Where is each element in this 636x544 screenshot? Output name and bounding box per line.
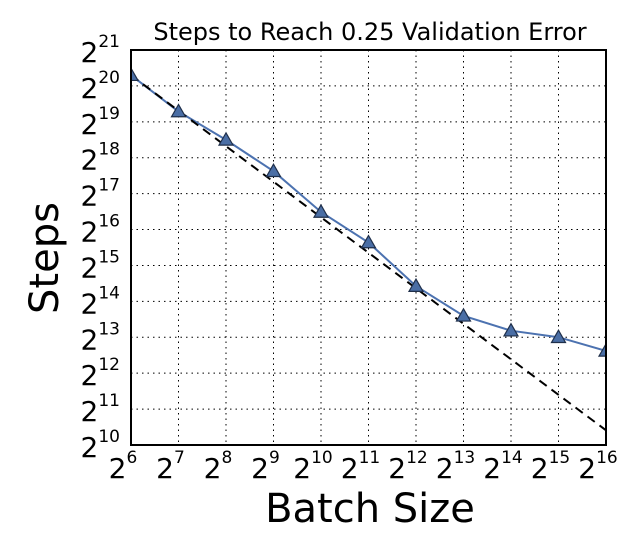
y-tick-label: 219 <box>81 104 120 141</box>
data-point-marker <box>170 103 187 118</box>
data-point-marker <box>597 342 606 357</box>
y-tick-label: 214 <box>81 283 120 320</box>
chart-title: Steps to Reach 0.25 Validation Error <box>153 18 586 46</box>
x-tick-label: 215 <box>531 448 570 485</box>
data-point-marker <box>312 203 330 218</box>
data-point-marker <box>217 131 235 146</box>
data-point-marker <box>265 163 282 178</box>
x-tick-label: 26 <box>109 448 138 485</box>
x-tick-labels: 26 27 28 29 210 211 212 213 214 215 216 <box>109 448 618 485</box>
y-tick-label: 210 <box>81 427 120 464</box>
x-tick-label: 214 <box>483 448 522 485</box>
y-tick-label: 212 <box>81 355 120 392</box>
data-point-marker <box>550 329 567 344</box>
y-tick-label: 218 <box>81 140 120 177</box>
x-tick-label: 27 <box>156 448 185 485</box>
data-point-marker <box>131 66 140 82</box>
y-tick-label: 221 <box>81 32 120 69</box>
data-point-marker <box>360 234 377 249</box>
y-tick-label: 220 <box>81 68 120 105</box>
plot-frame <box>130 49 607 446</box>
x-tick-label: 213 <box>436 448 475 485</box>
series-markers <box>131 66 606 357</box>
y-axis-label: Steps <box>22 202 68 314</box>
x-axis-label: Batch Size <box>265 486 475 532</box>
y-tick-label: 217 <box>81 176 120 213</box>
y-tick-label: 216 <box>81 212 120 249</box>
data-point-marker <box>502 322 520 337</box>
y-tick-label: 213 <box>81 319 120 356</box>
x-tick-label: 211 <box>341 448 380 485</box>
x-tick-label: 29 <box>251 448 280 485</box>
x-tick-label: 28 <box>204 448 233 485</box>
x-tick-label: 212 <box>388 448 427 485</box>
x-tick-label: 210 <box>293 448 332 485</box>
data-point-marker <box>455 307 472 322</box>
x-tick-label: 216 <box>578 448 617 485</box>
data-point-marker <box>407 277 425 292</box>
y-tick-label: 211 <box>81 391 120 428</box>
reference-dashed-line <box>131 74 606 432</box>
y-tick-label: 215 <box>81 247 120 284</box>
